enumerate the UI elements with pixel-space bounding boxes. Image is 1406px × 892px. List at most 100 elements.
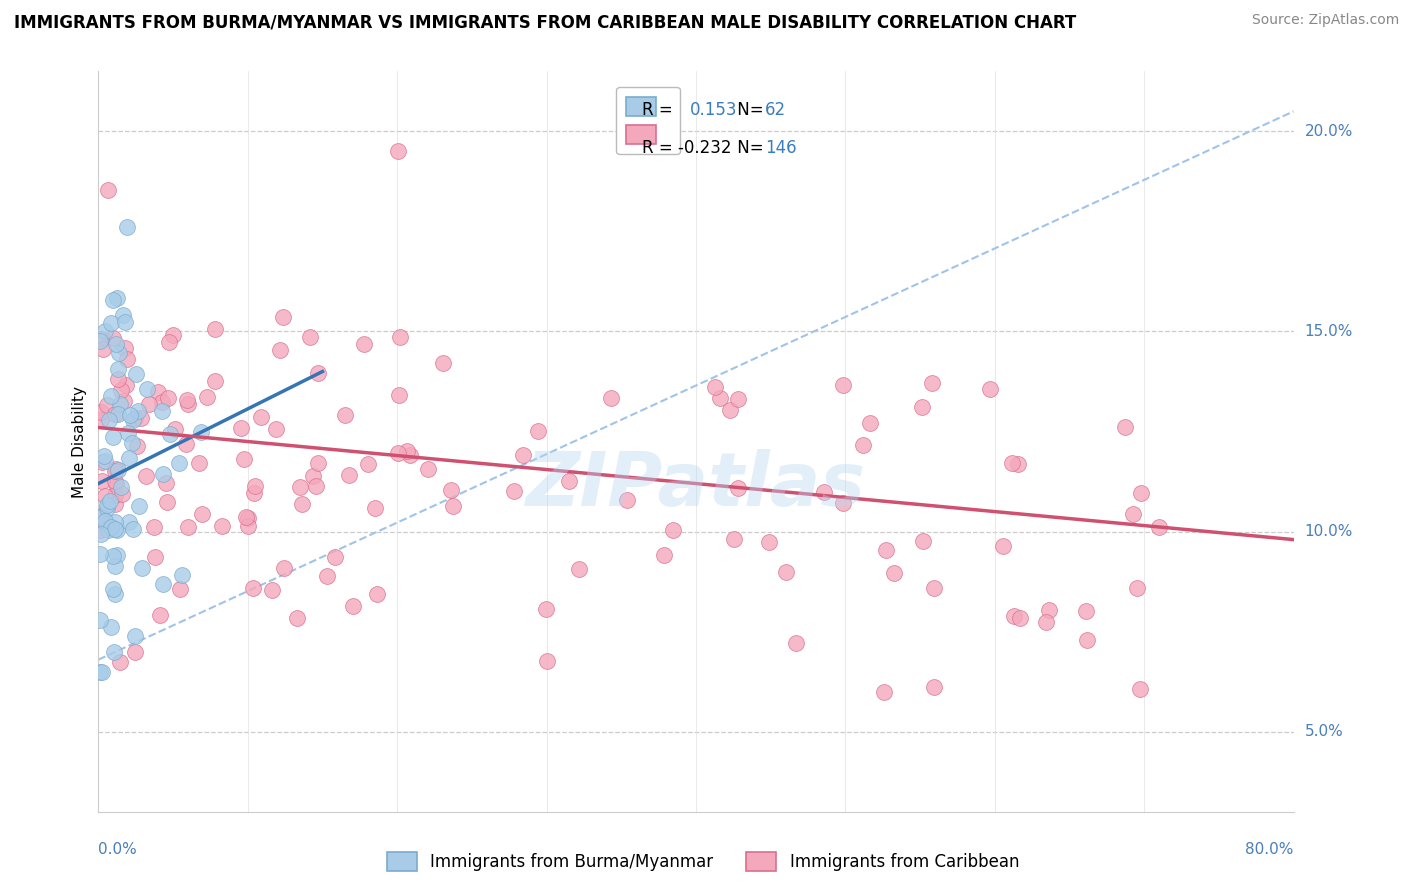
Point: [112, 393, 135, 408]
Point: [167, 456, 190, 470]
Point: [97, 183, 120, 197]
Point: [398, 449, 420, 463]
Point: [364, 501, 387, 516]
Point: [96, 399, 118, 413]
Point: [243, 479, 266, 493]
Point: [104, 516, 127, 530]
Point: [121, 522, 143, 536]
Point: [727, 392, 749, 406]
Point: [104, 464, 127, 478]
Point: [366, 587, 388, 601]
Point: [388, 388, 411, 402]
Point: [599, 391, 621, 405]
Point: [127, 439, 149, 453]
Point: [124, 411, 146, 425]
Point: [1038, 603, 1060, 617]
Point: [90, 527, 112, 541]
Text: IMMIGRANTS FROM BURMA/MYANMAR VS IMMIGRANTS FROM CARIBBEAN MALE DISABILITY CORRE: IMMIGRANTS FROM BURMA/MYANMAR VS IMMIGRA…: [14, 13, 1077, 31]
Point: [661, 523, 683, 537]
Point: [922, 680, 945, 694]
Text: 5.0%: 5.0%: [1305, 724, 1343, 739]
Point: [118, 451, 141, 466]
Point: [107, 372, 129, 386]
Point: [176, 437, 198, 451]
Point: [120, 408, 142, 422]
Point: [979, 382, 1001, 396]
Point: [727, 481, 749, 495]
Point: [108, 346, 131, 360]
Point: [90, 523, 112, 537]
Point: [211, 518, 233, 533]
Text: 0.153: 0.153: [690, 101, 738, 119]
Point: [90, 405, 112, 419]
Point: [441, 500, 464, 514]
Point: [127, 403, 149, 417]
Point: [353, 337, 375, 351]
Point: [110, 383, 132, 397]
Point: [143, 550, 166, 565]
Text: 20.0%: 20.0%: [1305, 124, 1353, 139]
Point: [112, 309, 135, 323]
Point: [122, 413, 145, 427]
Point: [142, 520, 165, 534]
Point: [235, 510, 257, 524]
Point: [135, 468, 157, 483]
Point: [93, 449, 115, 463]
Point: [155, 495, 177, 509]
Point: [204, 374, 226, 388]
Text: N=: N=: [733, 101, 769, 119]
Point: [104, 462, 127, 476]
Text: 146: 146: [765, 139, 797, 158]
Point: [124, 645, 146, 659]
Point: [91, 474, 114, 488]
Point: [159, 334, 181, 349]
Point: [356, 457, 378, 471]
Point: [93, 514, 115, 528]
Point: [169, 582, 191, 596]
Point: [191, 507, 214, 521]
Point: [101, 430, 124, 444]
Point: [172, 567, 194, 582]
Point: [195, 390, 218, 404]
Point: [98, 493, 121, 508]
Point: [1126, 582, 1149, 596]
Point: [150, 395, 173, 409]
Point: [852, 437, 875, 451]
Point: [101, 331, 124, 345]
Point: [911, 401, 934, 415]
Point: [616, 492, 638, 507]
Text: R = -0.232: R = -0.232: [643, 139, 731, 158]
Point: [388, 330, 411, 344]
Point: [103, 645, 125, 659]
Point: [115, 378, 138, 392]
Point: [204, 322, 226, 336]
Point: [1035, 615, 1057, 629]
Point: [875, 543, 897, 558]
Point: [387, 145, 409, 159]
Point: [187, 456, 209, 470]
Text: 0.0%: 0.0%: [98, 842, 138, 857]
Point: [243, 485, 266, 500]
Point: [1114, 420, 1136, 434]
Point: [534, 602, 557, 616]
Point: [104, 337, 127, 351]
Point: [432, 356, 454, 370]
Point: [924, 581, 946, 595]
Point: [91, 455, 114, 469]
Point: [557, 474, 579, 488]
Point: [107, 463, 129, 477]
Point: [105, 291, 128, 305]
Point: [233, 451, 256, 466]
Point: [93, 489, 115, 503]
Point: [163, 422, 186, 436]
Point: [298, 330, 321, 344]
Point: [156, 391, 179, 405]
Point: [152, 467, 174, 481]
Point: [190, 425, 212, 439]
Point: [129, 410, 152, 425]
Point: [883, 566, 905, 581]
Point: [704, 380, 727, 394]
Text: 15.0%: 15.0%: [1305, 324, 1353, 339]
Point: [229, 421, 252, 435]
Point: [104, 559, 127, 574]
